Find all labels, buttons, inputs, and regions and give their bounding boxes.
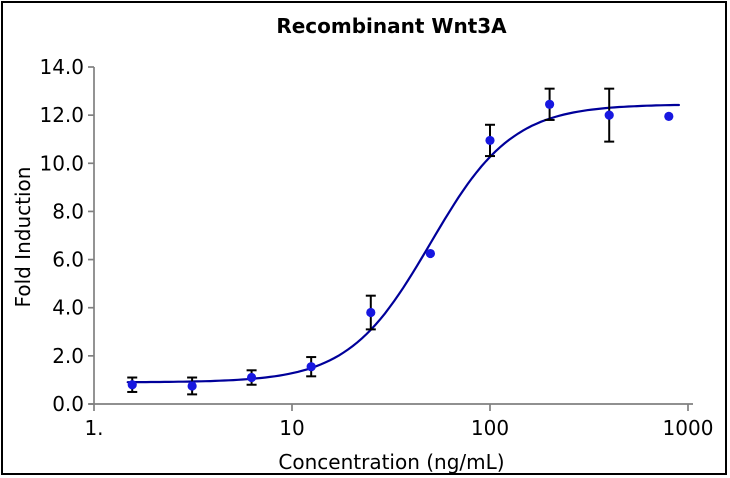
dose-response-plot: 0.0 2.0 4.0 6.0 8.0 10.0 12.0 14.0 1. 10 100 1000	[39, 55, 714, 440]
x-tick-label: 1.	[84, 416, 103, 440]
x-tick-label: 1000	[663, 416, 714, 440]
data-point	[127, 380, 137, 390]
chart-title: Recombinant Wnt3A	[276, 14, 507, 38]
y-tick-label: 2.0	[52, 344, 84, 368]
data-point	[545, 99, 555, 109]
data-point	[664, 111, 674, 121]
data-point	[187, 381, 197, 391]
y-tick-label: 14.0	[39, 55, 84, 79]
y-tick-label: 10.0	[39, 151, 84, 175]
y-tick-label: 6.0	[52, 248, 84, 272]
x-tick-label: 100	[471, 416, 509, 440]
fit-curve	[126, 103, 680, 384]
x-tick-label: 10	[279, 416, 304, 440]
y-tick-label: 0.0	[52, 392, 84, 416]
data-point	[604, 110, 614, 120]
y-tick-label: 8.0	[52, 199, 84, 223]
y-tick-label: 12.0	[39, 103, 84, 127]
data-point	[246, 372, 257, 383]
data-point	[306, 362, 316, 372]
y-tick-label: 4.0	[52, 296, 84, 320]
x-axis-title: Concentration (ng/mL)	[278, 450, 505, 474]
data-point	[425, 248, 435, 259]
data-point	[485, 135, 495, 146]
data-point	[366, 307, 376, 318]
